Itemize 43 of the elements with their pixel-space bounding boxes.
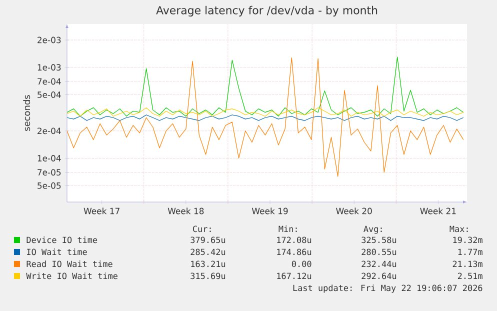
text: 167.12u xyxy=(277,272,312,280)
text: 280.55u xyxy=(362,248,396,256)
x-tick-label: Week 17 xyxy=(84,208,120,214)
y-axis-title: seconds xyxy=(23,95,30,131)
text: 21.13m xyxy=(452,260,482,268)
text: Max: xyxy=(450,226,468,232)
text: 2.51m xyxy=(458,272,482,280)
y-tick-label: 7e-05 xyxy=(38,169,61,176)
y-tick-label: 7e-04 xyxy=(38,78,61,85)
text: 379.65u xyxy=(190,236,226,244)
text: 172.08u xyxy=(277,236,312,244)
text: 292.64u xyxy=(362,272,396,280)
y-tick-label: 2e-04 xyxy=(38,128,61,134)
x-tick-label: Week 19 xyxy=(252,208,288,214)
y-tick-label: 1e-04 xyxy=(38,155,61,162)
text: 174.86u xyxy=(277,248,312,256)
legend-label: IO Wait time xyxy=(27,248,87,256)
text: Last update: Fri May 22 19:06:07 2026 xyxy=(293,284,482,293)
text: 0.00 xyxy=(292,260,312,268)
legend-label: Read IO Wait time xyxy=(26,260,112,268)
chart-title: Average latency for /dev/vda - by month xyxy=(156,6,378,17)
text: 285.42u xyxy=(190,248,226,256)
text: 19.32m xyxy=(453,236,482,244)
text: 315.69u xyxy=(190,272,226,280)
legend-label: Write IO Wait time xyxy=(26,272,118,280)
x-tick-label: Week 20 xyxy=(336,208,372,214)
text: 1.77m xyxy=(458,248,482,255)
text: 325.58u xyxy=(362,236,396,244)
legend-label: Device IO time xyxy=(26,236,98,244)
text: Cur: xyxy=(192,226,211,232)
y-tick-label: 2e-03 xyxy=(38,36,61,44)
x-tick-label: Week 18 xyxy=(168,208,204,214)
text: Min: xyxy=(278,226,297,232)
y-tick-label: 1e-03 xyxy=(38,64,61,71)
text: Avg: xyxy=(364,226,382,234)
line-series xyxy=(67,56,464,117)
line-series xyxy=(67,57,464,177)
y-tick-label: 5e-05 xyxy=(38,182,61,189)
text: 232.44u xyxy=(362,260,396,268)
text: 163.21u xyxy=(191,260,226,268)
line-series xyxy=(67,107,464,117)
y-tick-label: 5e-04 xyxy=(38,92,61,98)
x-tick-label: Week 21 xyxy=(420,208,456,214)
